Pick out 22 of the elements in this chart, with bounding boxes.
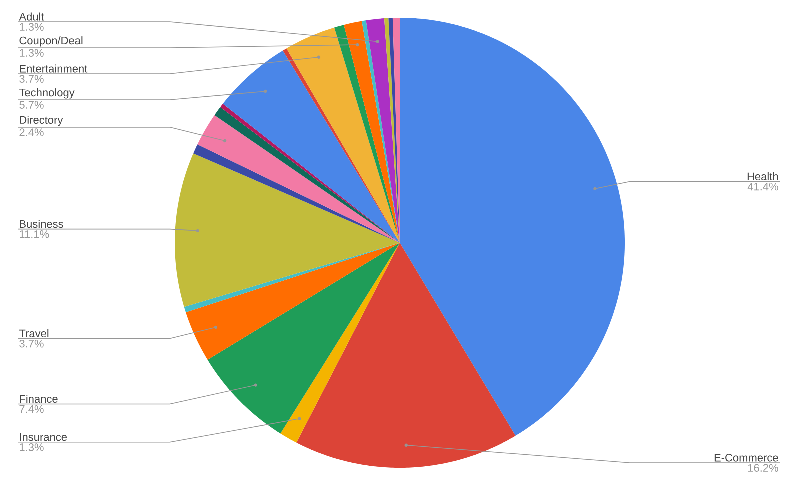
slice-label: Business <box>20 220 64 228</box>
slice-label: Finance <box>20 394 58 404</box>
data-label: 5.7% <box>20 101 44 109</box>
data-label: 2.4% <box>20 128 44 136</box>
data-label: 11.1% <box>20 230 50 238</box>
slice-label: E-Commerce <box>714 454 778 462</box>
data-label: 3.7% <box>20 75 44 83</box>
slice-label: Coupon/Deal <box>20 36 83 47</box>
data-label: 41.4% <box>748 182 778 191</box>
slice-label: Entertainment <box>20 64 88 73</box>
data-label: 1.3% <box>20 49 44 57</box>
data-label: 1.3% <box>20 444 44 452</box>
slice-label: Adult <box>19 12 44 21</box>
slice-label: Technology <box>19 88 75 99</box>
data-label: 3.7% <box>20 340 44 348</box>
slice-label: Directory <box>20 116 64 126</box>
slice-label: Health <box>748 172 778 181</box>
data-label: 7.4% <box>20 405 44 414</box>
slice-label: Travel <box>19 329 49 338</box>
data-label: 16.2% <box>748 464 778 472</box>
slice-label: Insurance <box>20 433 68 442</box>
data-label: 1.3% <box>20 23 44 31</box>
